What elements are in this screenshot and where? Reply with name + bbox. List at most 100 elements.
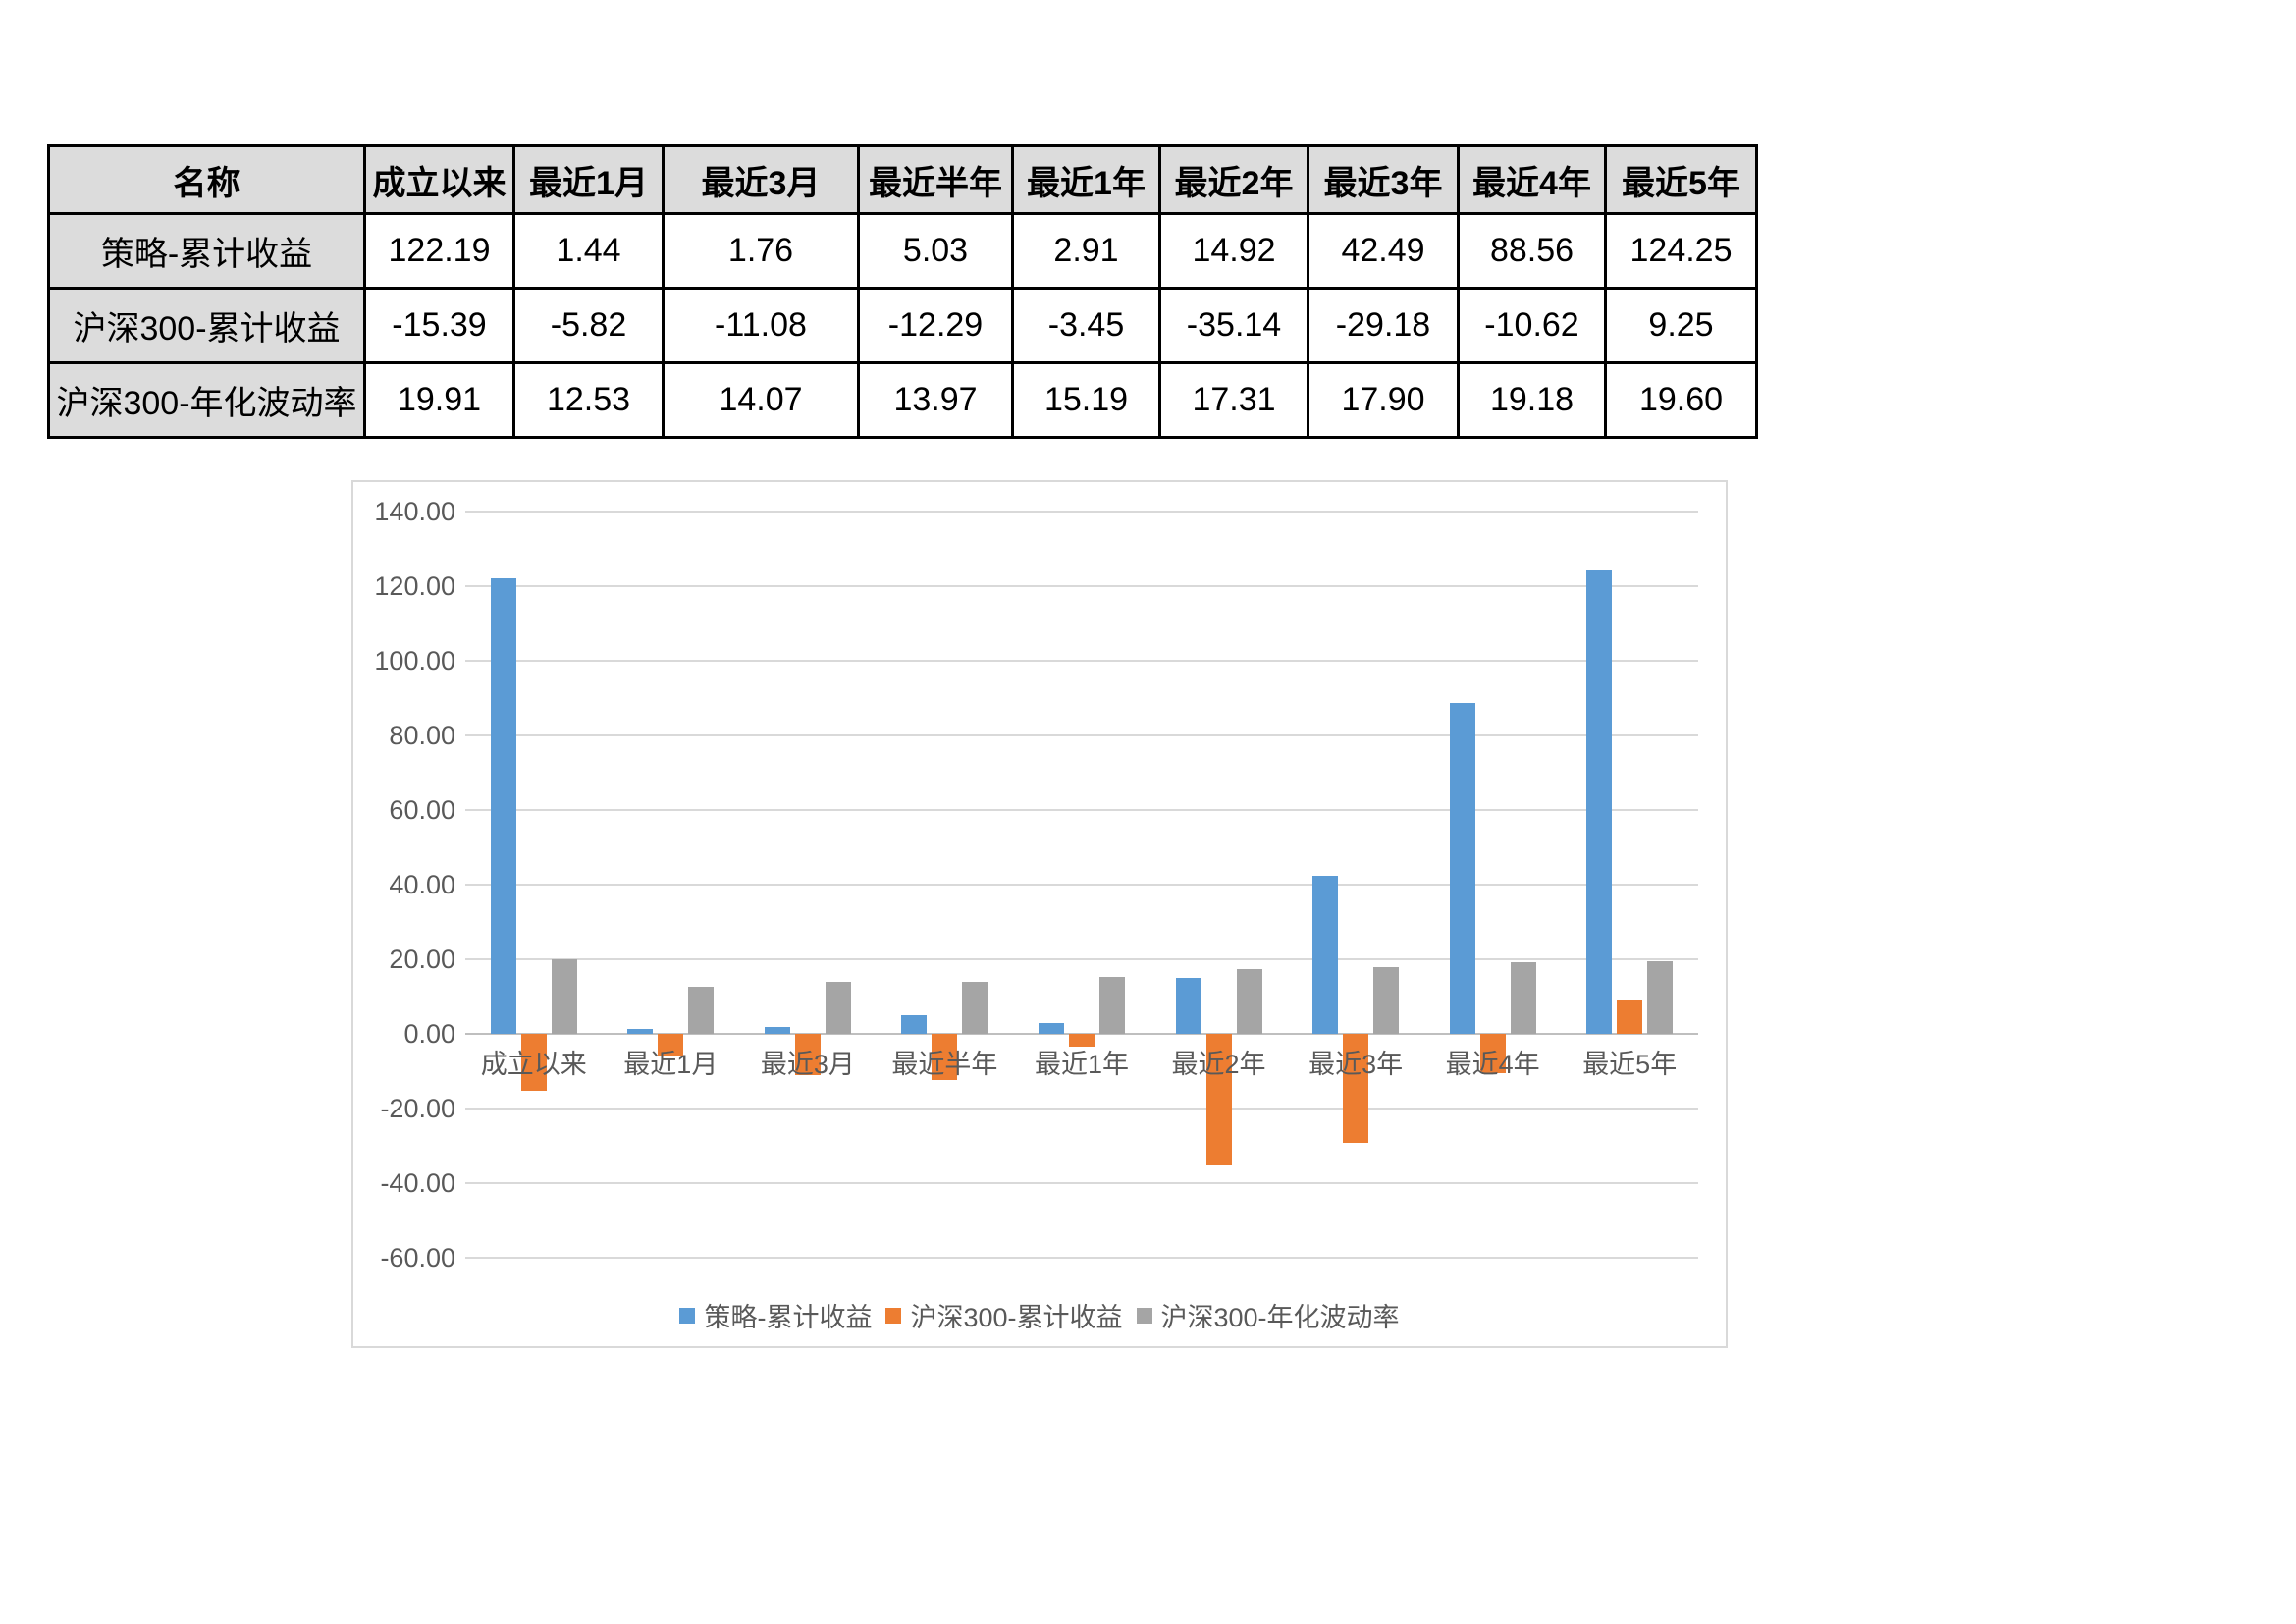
column-header-period: 最近2年 bbox=[1158, 144, 1309, 215]
legend-label: 策略-累计收益 bbox=[704, 1303, 873, 1332]
x-axis-category-label: 最近3年 bbox=[1308, 1050, 1404, 1079]
column-header-period: 最近3年 bbox=[1307, 144, 1460, 215]
table-cell-value: 14.07 bbox=[662, 361, 860, 439]
gridline bbox=[465, 884, 1698, 886]
y-axis-tick-label: 120.00 bbox=[374, 571, 455, 601]
legend-swatch-icon bbox=[679, 1307, 696, 1324]
legend-label: 沪深300-年化波动率 bbox=[1160, 1303, 1400, 1332]
bar-沪深300-累计收益-最近半年 bbox=[932, 1034, 958, 1080]
bar-策略-累计收益-最近3月 bbox=[764, 1027, 790, 1034]
table-cell-value: -12.29 bbox=[857, 287, 1014, 364]
x-axis-category-label: 最近5年 bbox=[1582, 1050, 1678, 1079]
y-axis-tick-label: -60.00 bbox=[380, 1243, 455, 1272]
y-axis-tick-label: 140.00 bbox=[374, 497, 455, 526]
performance-bar-chart: 140.00 120.00 100.00 80.00 60.00 40.00 20.00 0.… bbox=[351, 480, 1728, 1348]
table-cell-value: 17.90 bbox=[1307, 361, 1460, 439]
table-cell-value: 17.31 bbox=[1158, 361, 1309, 439]
table-cell-value: 12.53 bbox=[512, 361, 665, 439]
gridline bbox=[465, 511, 1698, 513]
table-cell-value: 9.25 bbox=[1604, 287, 1758, 364]
bar-沪深300-年化波动率-最近2年 bbox=[1236, 969, 1262, 1034]
y-axis-tick-label: 40.00 bbox=[389, 870, 455, 899]
table-cell-value: 19.91 bbox=[363, 361, 515, 439]
table-head: 名称 成立以来 最近1月 最近3月 最近半年 最近1年 最近2年 最近3年 最近4年 最近5年 bbox=[47, 144, 1758, 215]
y-axis-tick-label: -20.00 bbox=[380, 1094, 455, 1123]
table-cell-value: 1.44 bbox=[512, 212, 665, 290]
legend-item: 策略-累计收益 bbox=[679, 1296, 872, 1334]
bar-沪深300-累计收益-最近1月 bbox=[658, 1034, 684, 1056]
table-row: 策略-累计收益 122.19 1.44 1.76 5.03 2.91 14.92 42.49 8… bbox=[47, 212, 1758, 290]
legend-swatch-icon bbox=[885, 1307, 902, 1324]
legend-swatch-icon bbox=[1136, 1307, 1152, 1324]
chart-legend: 策略-累计收益 沪深300-累计收益 沪深300-年化波动率 bbox=[353, 1296, 1726, 1334]
table-header-row: 名称 成立以来 最近1月 最近3月 最近半年 最近1年 最近2年 最近3年 最近4年 最近5年 bbox=[47, 144, 1758, 215]
gridline bbox=[465, 1257, 1698, 1259]
column-header-period: 最近1月 bbox=[512, 144, 665, 215]
column-header-period: 最近4年 bbox=[1457, 144, 1607, 215]
y-axis-tick-label: 20.00 bbox=[389, 945, 455, 974]
table-cell-value: 15.19 bbox=[1011, 361, 1161, 439]
table-cell-value: -11.08 bbox=[662, 287, 860, 364]
bar-沪深300-年化波动率-成立以来 bbox=[551, 959, 577, 1034]
table-cell-value: 122.19 bbox=[363, 212, 515, 290]
bar-策略-累计收益-最近1月 bbox=[627, 1028, 654, 1034]
y-axis-tick-label: 100.00 bbox=[374, 646, 455, 676]
table-cell-value: 19.18 bbox=[1457, 361, 1607, 439]
legend-item: 沪深300-累计收益 bbox=[885, 1296, 1123, 1334]
x-axis-category-label: 最近1年 bbox=[1034, 1050, 1129, 1079]
performance-table: 名称 成立以来 最近1月 最近3月 最近半年 最近1年 最近2年 最近3年 最近4年 最近5年 策… bbox=[47, 144, 1758, 439]
column-header-period: 最近3月 bbox=[662, 144, 860, 215]
gridline bbox=[465, 734, 1698, 736]
table-cell-value: 124.25 bbox=[1604, 212, 1758, 290]
bar-沪深300-累计收益-最近3月 bbox=[794, 1034, 821, 1076]
bar-沪深300-累计收益-成立以来 bbox=[520, 1034, 547, 1092]
y-axis-tick-label: 0.00 bbox=[403, 1019, 455, 1049]
table-cell-value: 19.60 bbox=[1604, 361, 1758, 439]
row-label: 沪深300-年化波动率 bbox=[47, 361, 366, 439]
x-axis-category-label: 成立以来 bbox=[480, 1050, 587, 1079]
bar-沪深300-年化波动率-最近4年 bbox=[1510, 962, 1536, 1034]
table-cell-value: 13.97 bbox=[857, 361, 1014, 439]
table-cell-value: -3.45 bbox=[1011, 287, 1161, 364]
column-header-period: 最近半年 bbox=[857, 144, 1014, 215]
table-cell-value: -5.82 bbox=[512, 287, 665, 364]
column-header-name: 名称 bbox=[47, 144, 366, 215]
bar-沪深300-累计收益-最近4年 bbox=[1479, 1034, 1506, 1074]
table-cell-value: 5.03 bbox=[857, 212, 1014, 290]
bar-沪深300-累计收益-最近1年 bbox=[1069, 1034, 1095, 1048]
bar-策略-累计收益-最近1年 bbox=[1039, 1022, 1064, 1034]
table-cell-value: -10.62 bbox=[1457, 287, 1607, 364]
table-cell-value: -29.18 bbox=[1307, 287, 1460, 364]
bar-沪深300-年化波动率-最近半年 bbox=[962, 981, 988, 1034]
table-cell-value: 2.91 bbox=[1011, 212, 1161, 290]
bar-沪深300-年化波动率-最近1月 bbox=[688, 987, 715, 1034]
bar-策略-累计收益-最近2年 bbox=[1175, 978, 1201, 1034]
gridline bbox=[465, 1108, 1698, 1110]
x-axis-category-label: 最近1月 bbox=[623, 1050, 719, 1079]
y-axis-tick-label: -40.00 bbox=[380, 1168, 455, 1198]
bar-沪深300-年化波动率-最近1年 bbox=[1099, 977, 1125, 1034]
bar-策略-累计收益-成立以来 bbox=[490, 577, 516, 1034]
y-axis-tick-label: 60.00 bbox=[389, 795, 455, 825]
x-axis-category-label: 最近3月 bbox=[760, 1050, 855, 1079]
legend-label: 沪深300-累计收益 bbox=[910, 1303, 1123, 1332]
gridline bbox=[465, 809, 1698, 811]
bar-沪深300-年化波动率-最近3年 bbox=[1373, 966, 1400, 1034]
column-header-period: 最近5年 bbox=[1604, 144, 1758, 215]
x-axis-category-label: 最近2年 bbox=[1171, 1050, 1266, 1079]
column-header-period: 最近1年 bbox=[1011, 144, 1161, 215]
y-axis-tick-label: 80.00 bbox=[389, 721, 455, 750]
bar-策略-累计收益-最近4年 bbox=[1449, 703, 1475, 1034]
table-row: 沪深300-累计收益 -15.39 -5.82 -11.08 -12.29 -3.45 -3… bbox=[47, 287, 1758, 364]
legend-item: 沪深300-年化波动率 bbox=[1136, 1296, 1400, 1334]
table-cell-value: 1.76 bbox=[662, 212, 860, 290]
bar-策略-累计收益-最近3年 bbox=[1312, 875, 1339, 1034]
column-header-period: 成立以来 bbox=[363, 144, 515, 215]
table-body: 策略-累计收益 122.19 1.44 1.76 5.03 2.91 14.92 42.49 8… bbox=[47, 212, 1758, 439]
bar-沪深300-累计收益-最近2年 bbox=[1205, 1034, 1232, 1165]
row-label: 沪深300-累计收益 bbox=[47, 287, 366, 364]
bar-沪深300-累计收益-最近5年 bbox=[1617, 999, 1643, 1034]
gridline bbox=[465, 660, 1698, 662]
table-cell-value: 42.49 bbox=[1307, 212, 1460, 290]
